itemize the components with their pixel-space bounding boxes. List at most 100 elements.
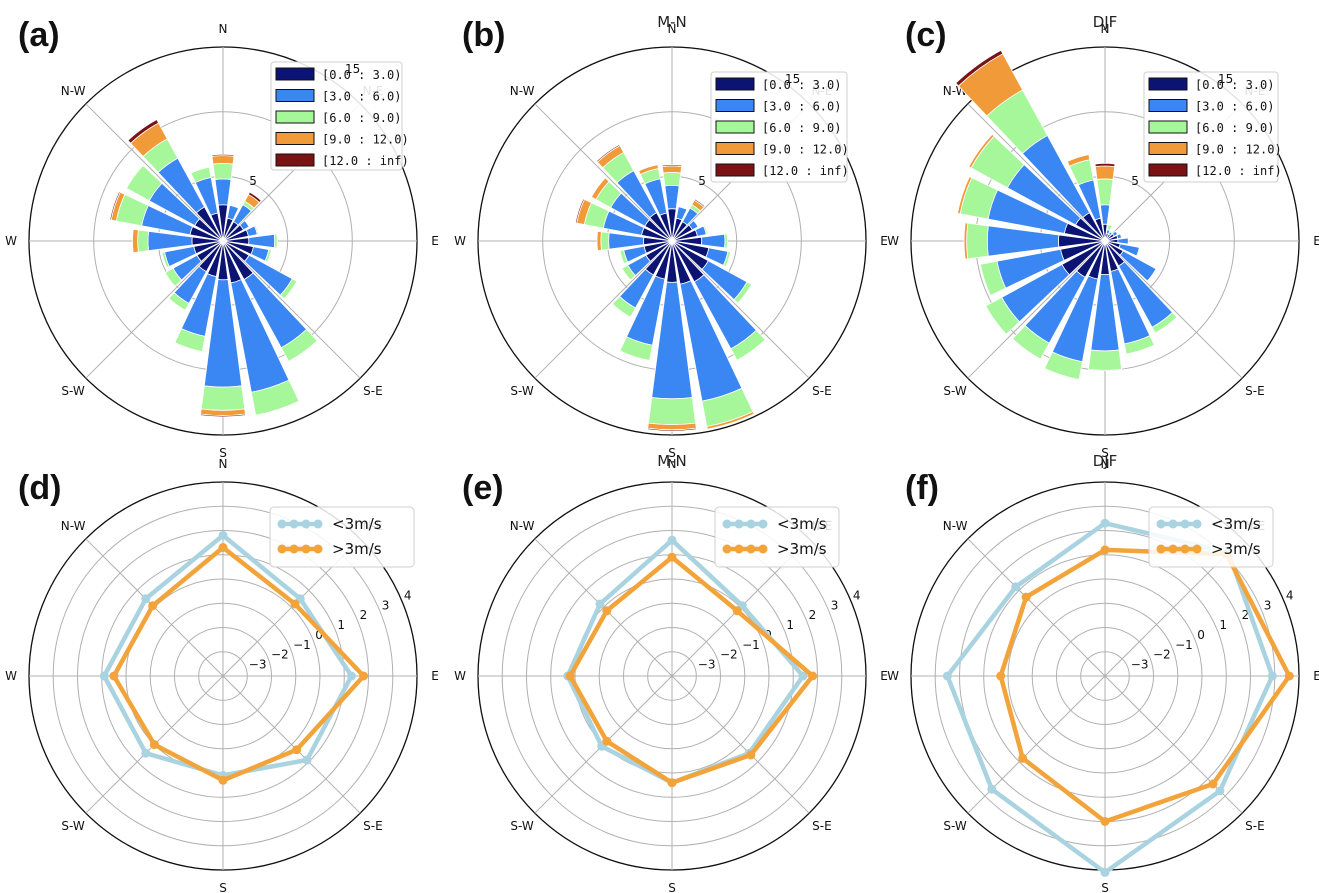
windrose-bar-s10-b4 <box>647 427 697 432</box>
windrose-bar-s18-b4 <box>955 49 1004 87</box>
windrose-bar-s15-b2 <box>966 222 989 260</box>
legend-label: [12.0 : inf) <box>322 154 409 168</box>
windrose-bar-s7-b2 <box>279 278 298 300</box>
windrose-bar-s6-b1 <box>1118 243 1140 257</box>
direction-label-n: N <box>219 22 228 36</box>
windrose-bar-s0-b1 <box>214 178 232 206</box>
windrose-bar-s2-b1 <box>1108 231 1113 236</box>
direction-label-n-w: N-W <box>510 84 535 98</box>
windrose-bar-s14-b2 <box>619 249 629 265</box>
radial-tick-label: −3 <box>698 658 716 672</box>
legend-label: >3m/s <box>777 540 827 558</box>
direction-label-n: N <box>219 457 228 471</box>
series-point-1-2 <box>808 671 818 681</box>
legend-label: [0.0 : 3.0) <box>1195 78 1274 92</box>
radial-tick-label: 4 <box>404 589 412 603</box>
series-point-1-1 <box>290 599 300 609</box>
direction-label-n: N <box>668 22 677 36</box>
legend-marker <box>1180 519 1190 529</box>
windrose-bar-s5-b1 <box>1117 237 1129 245</box>
legend-swatch <box>1148 120 1188 134</box>
windrose-bar-s8-b2 <box>280 328 318 362</box>
series-point-0-7 <box>1011 582 1021 592</box>
windrose-bar-s15-b2 <box>600 231 610 251</box>
windrose-bar-s17-b2 <box>125 164 163 202</box>
legend-label: [9.0 : 12.0) <box>1195 143 1282 157</box>
legend-label: [6.0 : 9.0) <box>1195 121 1274 135</box>
windrose-bar-s7-b2 <box>733 281 753 304</box>
legend-marker <box>1180 544 1190 554</box>
direction-label-w: W <box>5 234 17 248</box>
series-point-1-2 <box>1284 671 1294 681</box>
legend-marker <box>734 544 744 554</box>
legend: 15[0.0 : 3.0) [3.0 : 6.0) [6.0 : 9.0) [9.0 … <box>1143 71 1282 183</box>
windrose-bar-s5-b1 <box>248 233 276 249</box>
legend-marker <box>722 519 732 529</box>
panel-title: DJF <box>1093 13 1118 31</box>
series-point-1-4 <box>1100 817 1110 826</box>
series-point-1-6 <box>109 671 119 681</box>
series-point-0-2 <box>347 671 356 681</box>
legend-marker <box>1192 544 1202 554</box>
radial-tick-label: 2 <box>809 608 817 622</box>
windrose-bar-s3-b1 <box>688 220 699 231</box>
windrose-bar-s0-b3 <box>661 165 683 174</box>
direction-label-n: N <box>1101 457 1110 471</box>
legend-marker <box>289 544 299 554</box>
windrose-bar-s9-b3 <box>706 411 755 430</box>
radial-tick-label: 1 <box>337 618 345 632</box>
series-point-0-2 <box>798 671 808 681</box>
legend-marker <box>1156 544 1166 554</box>
legend-label: [6.0 : 9.0) <box>762 121 841 135</box>
windrose-bar-s15-b3 <box>132 228 139 254</box>
spoke-line <box>967 675 1106 814</box>
series-point-1-7 <box>148 601 158 611</box>
legend-swatch <box>715 99 755 112</box>
legend-marker <box>1168 544 1178 554</box>
windrose-bar-s3-b1 <box>1111 230 1119 237</box>
radial-tick-label: 3 <box>1264 598 1272 612</box>
radial-tick-label: 0 <box>1197 628 1205 642</box>
windrose-bar-s0-b1 <box>1099 204 1111 225</box>
legend-marker <box>722 544 732 554</box>
radial-tick-label: −1 <box>293 638 311 652</box>
legend-label: [0.0 : 3.0) <box>762 78 841 92</box>
legend-marker <box>277 519 287 529</box>
windrose-bar-s10-b2 <box>200 385 246 411</box>
direction-label-e: E <box>431 234 439 248</box>
windrose-bar-s12-b2 <box>168 292 190 311</box>
series-point-1-2 <box>359 671 369 681</box>
panel-label: (b) <box>462 16 505 54</box>
legend-swatch <box>275 153 315 167</box>
legend-label: [6.0 : 9.0) <box>322 111 401 125</box>
windrose-bar-s0-b1 <box>664 184 680 210</box>
legend-label: [3.0 : 6.0) <box>322 90 401 104</box>
radial-tick-label: −2 <box>271 648 289 662</box>
panel-label: (d) <box>18 469 61 507</box>
windrose-bar-s4-b2 <box>703 224 709 236</box>
ring-label: 5 <box>249 174 257 188</box>
direction-label-w: W <box>887 669 899 683</box>
windrose-bar-s9-b2 <box>1123 335 1155 355</box>
legend-marker <box>734 519 744 529</box>
spoke-line <box>222 240 361 379</box>
windrose-bar-s0-b2 <box>212 163 234 180</box>
legend-marker <box>289 519 299 529</box>
ring-label: 5 <box>1131 174 1139 188</box>
radial-tick-label: 2 <box>1242 608 1250 622</box>
series-point-0-7 <box>141 594 151 604</box>
series-point-0-7 <box>595 599 605 609</box>
windrose-bar-s13-b2 <box>621 264 636 281</box>
windrose-bar-s12-b2 <box>611 295 636 318</box>
direction-label-w: W <box>454 234 466 248</box>
direction-label-s: S <box>219 446 227 460</box>
windrose-bar-s5-b1 <box>701 233 726 249</box>
legend-marker <box>301 544 311 554</box>
series-point-0-6 <box>99 671 109 681</box>
series-point-1-0 <box>1100 545 1110 555</box>
windrose-bar-s14-b2 <box>979 260 1007 296</box>
windrose-bar-s2-b4 <box>247 191 262 204</box>
panel-label: (f) <box>905 469 939 507</box>
